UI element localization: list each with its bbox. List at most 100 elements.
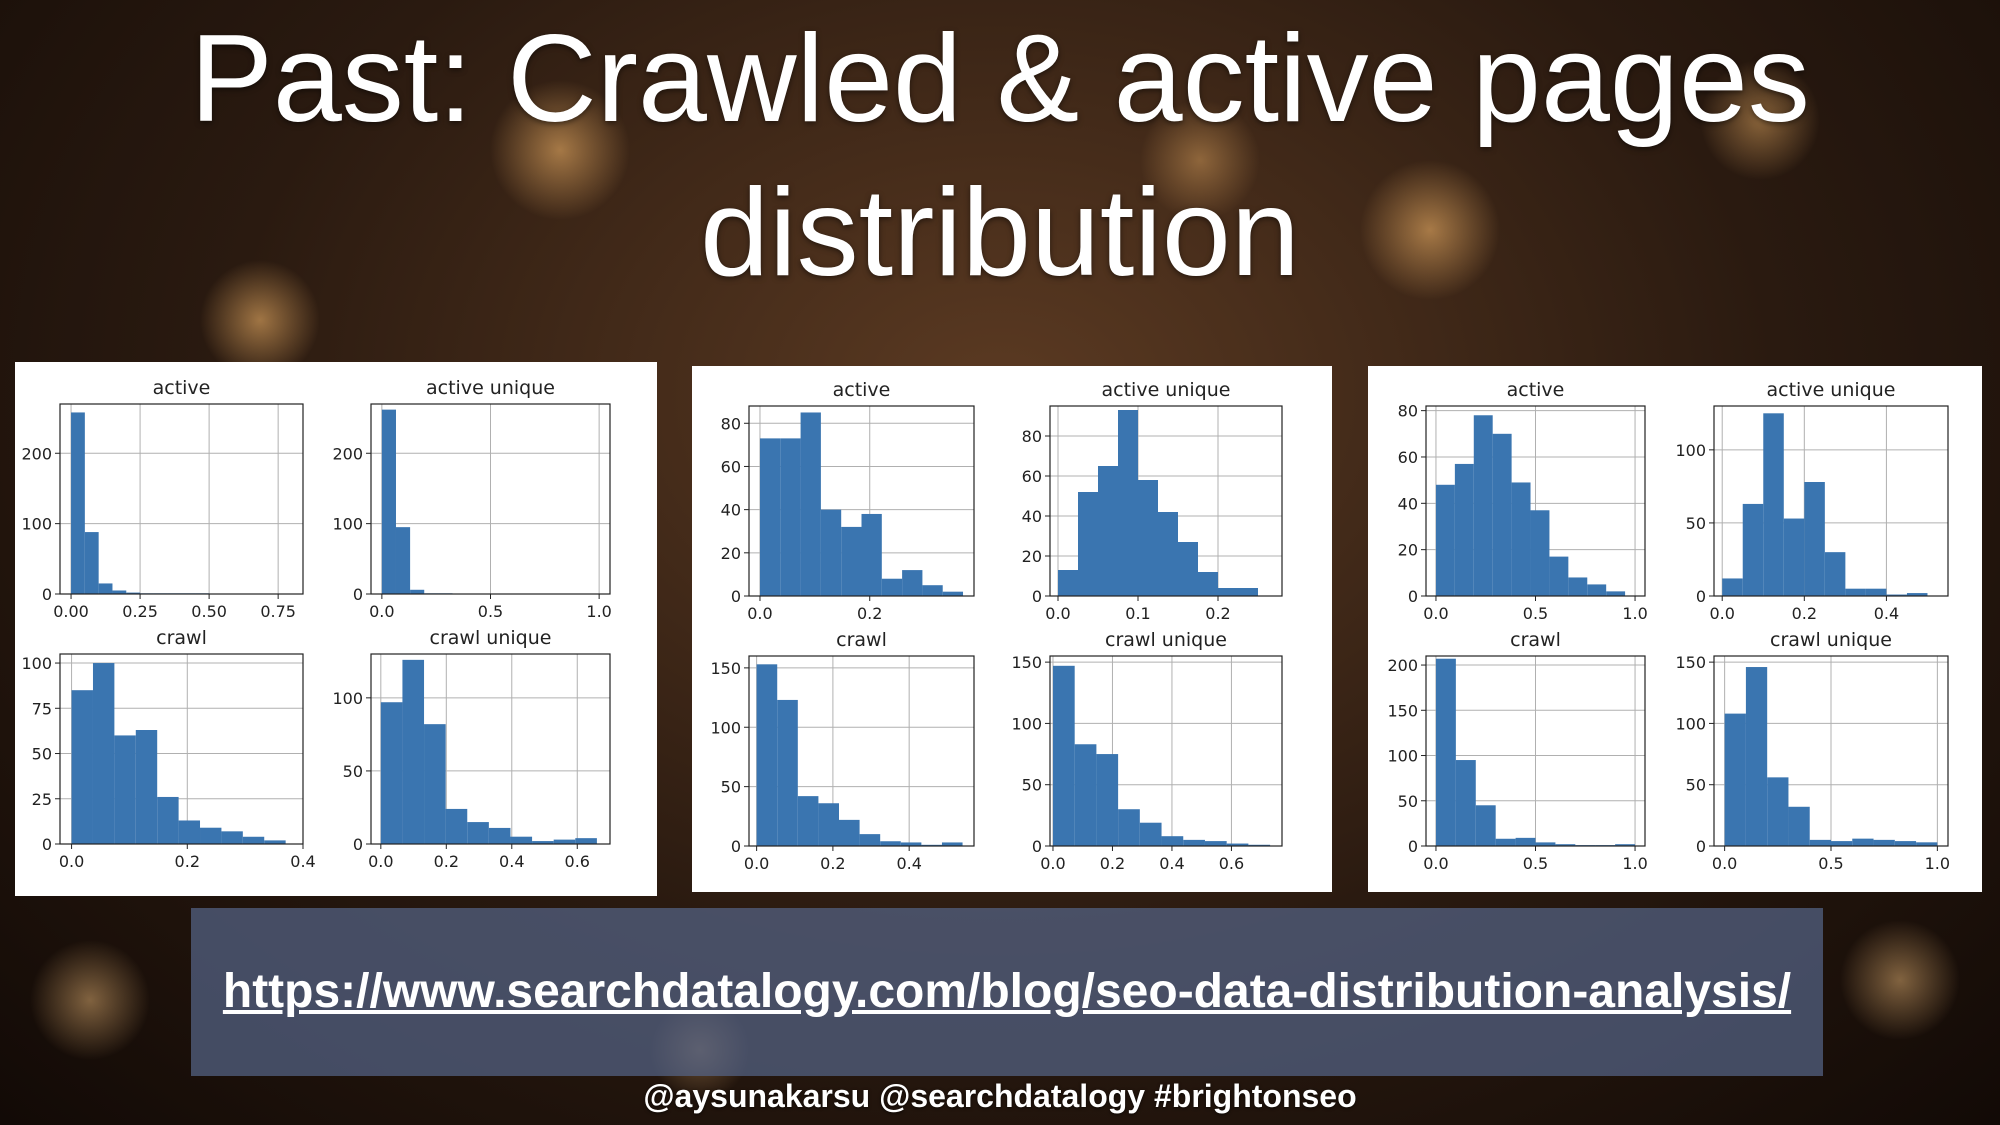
tick-label-y: 0 <box>1408 837 1418 856</box>
histogram-bar <box>1831 841 1853 846</box>
histogram-bar <box>381 409 396 594</box>
tick-label-y: 100 <box>332 515 363 534</box>
tick-label-y: 150 <box>1387 701 1418 720</box>
histogram-bar <box>71 412 85 594</box>
histogram-bar <box>1096 754 1119 846</box>
tick-label-x: 0.75 <box>260 602 296 621</box>
tick-label-y: 0 <box>353 835 363 854</box>
histogram-bar <box>1138 480 1158 596</box>
histogram-bar <box>1158 512 1178 596</box>
histogram-bar <box>1852 838 1874 846</box>
histogram-bar <box>1568 577 1588 596</box>
histogram-panel-1: active 0 100 200 0.00 0.25 0.50 0.75 active uniq… <box>15 362 657 896</box>
histogram-bar <box>841 526 862 596</box>
histogram-bar <box>1238 588 1258 596</box>
histogram-2: active unique 0 100 200 0.0 0.5 1.0 <box>332 377 611 621</box>
histogram-bar <box>861 513 882 596</box>
histogram-bar <box>1492 433 1512 596</box>
histogram-panel-2: active 0 20 40 60 80 0.0 0.2 active unique 0 20 40 6… <box>692 366 1332 892</box>
article-link[interactable]: https://www.searchdatalogy.com/blog/seo-… <box>222 965 1792 1018</box>
histogram-bar <box>1495 838 1516 846</box>
plot-frame <box>1713 405 1949 597</box>
histogram-bar <box>1894 841 1917 846</box>
histogram-bar <box>410 589 425 594</box>
histogram-bar <box>1763 413 1784 596</box>
slide-title: Past: Crawled & active pages distributio… <box>190 10 1810 302</box>
tick-label-x: 0.5 <box>1818 854 1843 873</box>
histogram-bar <box>1098 466 1118 596</box>
histogram-bar <box>114 735 136 844</box>
histogram-bar <box>395 527 411 594</box>
tick-label-y: 25 <box>32 790 52 809</box>
subplot-title: active unique <box>1102 379 1231 401</box>
histogram-bar <box>1183 839 1205 846</box>
histogram-bar <box>1916 842 1938 846</box>
histogram-bar <box>112 590 127 594</box>
tick-label-y: 150 <box>710 659 741 678</box>
histogram-bar <box>1549 556 1569 596</box>
histogram-bar <box>759 438 781 596</box>
tick-label-y: 200 <box>1387 656 1418 675</box>
histogram-bar <box>1865 588 1887 596</box>
histogram-bar <box>859 834 881 846</box>
tick-label-x: 0.1 <box>1125 604 1150 623</box>
histogram-bar <box>445 808 468 844</box>
tick-label-y: 100 <box>21 515 52 534</box>
histogram-bar <box>380 702 403 844</box>
plot-frame <box>59 403 304 595</box>
histogram-bar <box>1218 588 1238 596</box>
histogram-bar <box>1198 572 1218 596</box>
histogram-bar <box>575 838 597 844</box>
tick-label-x: 0.4 <box>290 852 315 871</box>
histogram-bar <box>1118 410 1138 596</box>
histogram-bar <box>1161 836 1184 846</box>
histogram-bar <box>1845 588 1866 596</box>
histogram-bar <box>1226 843 1249 846</box>
histogram-bar <box>1454 463 1474 596</box>
tick-label-y: 75 <box>32 699 52 718</box>
histogram-bar <box>126 592 141 594</box>
histogram-bar <box>1824 552 1846 596</box>
histogram-bar <box>1435 484 1455 596</box>
tick-label-x: 0.00 <box>53 602 89 621</box>
histogram-bar <box>424 724 446 844</box>
tick-label-y: 0 <box>1408 587 1418 606</box>
tick-label-y: 100 <box>1675 714 1706 733</box>
histogram-bar <box>1745 667 1768 846</box>
tick-label-y: 40 <box>1398 494 1418 513</box>
histogram-bar <box>1515 837 1536 846</box>
plot-frame <box>1049 405 1283 597</box>
histogram-bar <box>942 591 964 596</box>
subplot-title: active unique <box>1767 379 1896 401</box>
histogram-bar <box>941 842 963 846</box>
plot-frame <box>370 653 611 845</box>
histogram-7: crawl 0 50 100 150 0.0 0.2 0.4 <box>710 629 975 873</box>
histogram-bar <box>1886 594 1907 596</box>
histogram-bar <box>488 827 511 844</box>
plot-frame <box>1049 655 1283 847</box>
histogram-bar <box>553 839 576 844</box>
tick-label-y: 100 <box>1675 441 1706 460</box>
histogram-11: crawl 0 50 100 150 200 0.0 0.5 1.0 <box>1387 629 1647 873</box>
histogram-bar <box>1475 805 1496 846</box>
tick-label-x: 1.0 <box>586 602 611 621</box>
histogram-bar <box>1118 809 1140 846</box>
subplot-title: crawl <box>1510 629 1561 651</box>
tick-label-y: 80 <box>721 414 741 433</box>
histogram-bar <box>1455 760 1476 846</box>
plot-frame <box>748 655 975 847</box>
histogram-8: crawl unique 0 50 100 150 0.0 0.2 0.4 0.6 <box>1011 629 1283 873</box>
tick-label-x: 0.2 <box>434 852 459 871</box>
tick-label-x: 0.2 <box>1792 604 1817 623</box>
tick-label-y: 0 <box>1696 837 1706 856</box>
link-banner: https://www.searchdatalogy.com/blog/seo-… <box>191 908 1823 1076</box>
subplot-title: crawl unique <box>1105 629 1227 651</box>
histogram-bar <box>71 690 93 844</box>
histogram-bar <box>880 841 901 846</box>
histogram-bar <box>1906 593 1928 596</box>
histogram-6: active unique 0 20 40 60 80 0.0 0.1 0.2 <box>1022 379 1283 623</box>
histogram-bar <box>1078 492 1098 596</box>
subplot-title: active <box>833 379 891 401</box>
histogram-bar <box>1722 578 1743 596</box>
